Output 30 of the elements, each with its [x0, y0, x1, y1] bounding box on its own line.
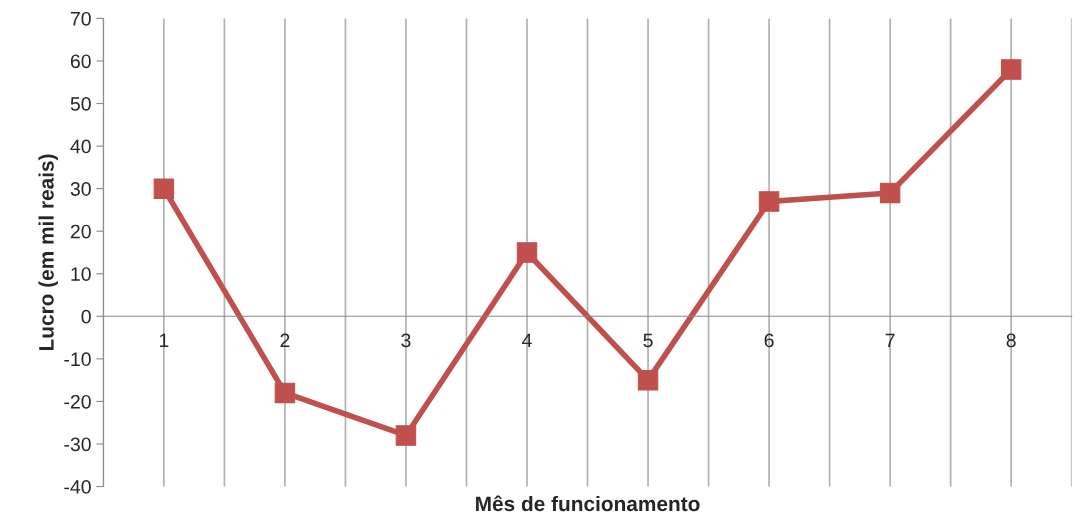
y-tick-label: 10: [71, 267, 91, 281]
y-tick-label: -40: [64, 480, 91, 494]
point: [153, 178, 175, 199]
y-tick-label: 50: [70, 96, 91, 111]
y-tick-label: 60: [70, 54, 91, 69]
x-tick-label: 5: [643, 333, 653, 348]
y-tick-label: -20: [64, 394, 91, 409]
x-tick-label: 8: [1006, 333, 1016, 348]
x-tick-label: 3: [401, 333, 411, 348]
point: [637, 369, 659, 391]
point: [879, 182, 901, 204]
x-axis-title: Mês de funcionamento: [476, 495, 700, 512]
point: [395, 425, 417, 446]
y-axis-title: Lucro (em mil reais): [38, 154, 58, 351]
x-tick-label: 7: [885, 333, 895, 348]
y-tick-label: 0: [81, 309, 91, 324]
y-tick-label: 20: [70, 224, 91, 239]
x-tick-label: 1: [159, 333, 169, 348]
y-tick-label: 70: [70, 11, 91, 26]
y-tick-label: 40: [70, 139, 91, 154]
point: [516, 242, 538, 263]
point: [274, 382, 296, 404]
x-tick-label: 4: [522, 333, 532, 348]
point: [758, 191, 780, 212]
y-tick-label: -30: [64, 437, 91, 452]
y-tick-label: -10: [64, 352, 91, 367]
x-tick-label: 6: [764, 333, 774, 348]
y-tick-label: 30: [70, 182, 91, 196]
point: [1000, 59, 1022, 80]
x-tick-label: 2: [280, 333, 290, 348]
